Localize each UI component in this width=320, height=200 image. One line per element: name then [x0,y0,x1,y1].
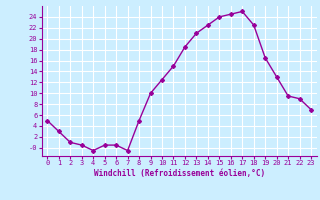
X-axis label: Windchill (Refroidissement éolien,°C): Windchill (Refroidissement éolien,°C) [94,169,265,178]
